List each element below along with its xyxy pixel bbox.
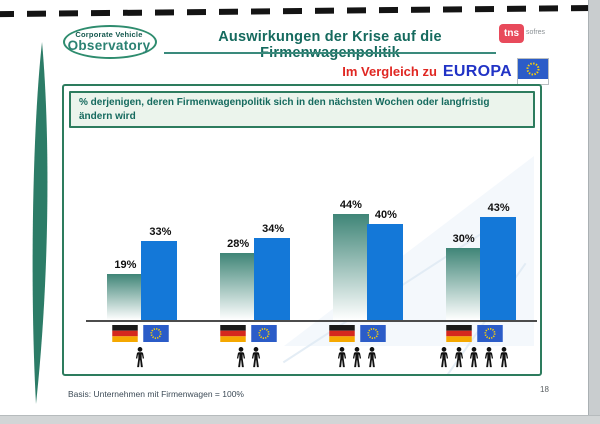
europe-flag-icon xyxy=(143,325,169,342)
company-size-pictogram xyxy=(133,344,147,370)
spiral-binding xyxy=(0,4,600,18)
germany-flag-icon xyxy=(112,325,138,342)
bar-value-label: 30% xyxy=(452,233,475,245)
europe-flag-icon xyxy=(251,325,277,342)
bar-value-label: 19% xyxy=(114,259,137,272)
subtitle-prefix: Im Vergleich zu xyxy=(342,64,437,79)
cats-strip xyxy=(86,322,537,370)
subtitle-highlight: EUROPA xyxy=(442,62,512,80)
cvo-logo-line2: Observatory xyxy=(67,38,151,53)
cvo-logo: Corporate Vehicle Observatory xyxy=(62,25,157,59)
bars-strip: 19% 33% 28% 34% 44% 40% 30% 43% xyxy=(86,120,537,322)
scan-edge-bottom xyxy=(0,415,600,424)
category-flags xyxy=(220,325,277,342)
bar-wrap: 43% xyxy=(479,202,516,320)
category-group xyxy=(437,325,511,370)
bar-value-label: 28% xyxy=(227,237,250,250)
bar-value-label: 43% xyxy=(487,201,510,214)
bar-wrap: 34% xyxy=(254,223,291,320)
eu-flag-icon xyxy=(518,59,548,84)
page-number: 18 xyxy=(540,385,549,394)
person-icon xyxy=(440,347,449,368)
person-icon xyxy=(500,347,509,368)
bar-wrap: 40% xyxy=(366,209,403,320)
company-size-pictogram xyxy=(234,344,263,370)
person-icon xyxy=(470,347,479,368)
basis-note: Basis: Unternehmen mit Firmenwagen = 100… xyxy=(68,389,244,399)
person-icon xyxy=(237,347,246,368)
bar-germany xyxy=(332,214,369,320)
title-underline xyxy=(164,52,496,54)
tns-logo-suffix: sofres xyxy=(526,29,546,36)
page-title: Auswirkungen der Krise auf die Firmenwag… xyxy=(218,29,442,61)
bar-wrap: 28% xyxy=(220,238,257,320)
category-flags xyxy=(112,325,169,342)
tns-sofres-logo: tns sofres xyxy=(499,24,545,43)
germany-flag-icon xyxy=(220,325,246,342)
person-icon xyxy=(136,347,145,368)
europe-flag-icon xyxy=(477,325,503,342)
company-size-pictogram xyxy=(335,344,379,370)
bar-wrap: 19% xyxy=(107,259,144,320)
comparison-subtitle: Im Vergleich zu EUROPA xyxy=(0,59,548,84)
person-icon xyxy=(338,347,347,368)
bar-wrap: 30% xyxy=(445,233,482,320)
cvo-logo-line1: Corporate Vehicle xyxy=(75,30,143,39)
bar-chart: 19% 33% 28% 34% 44% 40% 30% 43% xyxy=(86,120,537,370)
green-leaf-graphic xyxy=(32,42,48,404)
bar-wrap: 44% xyxy=(332,199,369,320)
cvo-logo-ellipse xyxy=(63,25,157,59)
bar-wrap: 33% xyxy=(141,226,178,320)
company-size-pictogram xyxy=(437,344,511,370)
bar-value-label: 44% xyxy=(339,199,362,212)
europe-flag-icon xyxy=(360,325,386,342)
person-icon xyxy=(485,347,494,368)
person-icon xyxy=(368,347,377,368)
chart-panel: % derjenigen, deren Firmenwagenpolitik s… xyxy=(62,84,542,376)
bar-value-label: 40% xyxy=(374,209,397,221)
bar-group: 30% 43% xyxy=(445,202,516,320)
bar-germany xyxy=(107,274,144,320)
category-flags xyxy=(329,325,386,342)
tns-logo-box: tns xyxy=(499,24,524,43)
germany-flag-icon xyxy=(446,325,472,342)
bar-value-label: 33% xyxy=(149,225,172,238)
bar-europe xyxy=(479,216,516,320)
category-flags xyxy=(446,325,503,342)
chart-headline: % derjenigen, deren Firmenwagenpolitik s… xyxy=(69,91,535,128)
category-group xyxy=(220,325,277,370)
bar-group: 44% 40% xyxy=(332,199,403,320)
bar-europe xyxy=(254,238,291,320)
person-icon xyxy=(252,347,261,368)
bar-value-label: 34% xyxy=(262,223,285,236)
category-group xyxy=(329,325,386,370)
category-group xyxy=(112,325,169,370)
person-icon xyxy=(353,347,362,368)
bar-europe xyxy=(366,224,403,320)
bar-germany xyxy=(445,248,482,320)
scan-edge-right xyxy=(588,0,600,424)
person-icon xyxy=(455,347,464,368)
bar-europe xyxy=(141,240,178,320)
bar-group: 19% 33% xyxy=(107,226,178,320)
germany-flag-icon xyxy=(329,325,355,342)
bar-group: 28% 34% xyxy=(220,223,291,320)
bar-germany xyxy=(220,252,257,320)
